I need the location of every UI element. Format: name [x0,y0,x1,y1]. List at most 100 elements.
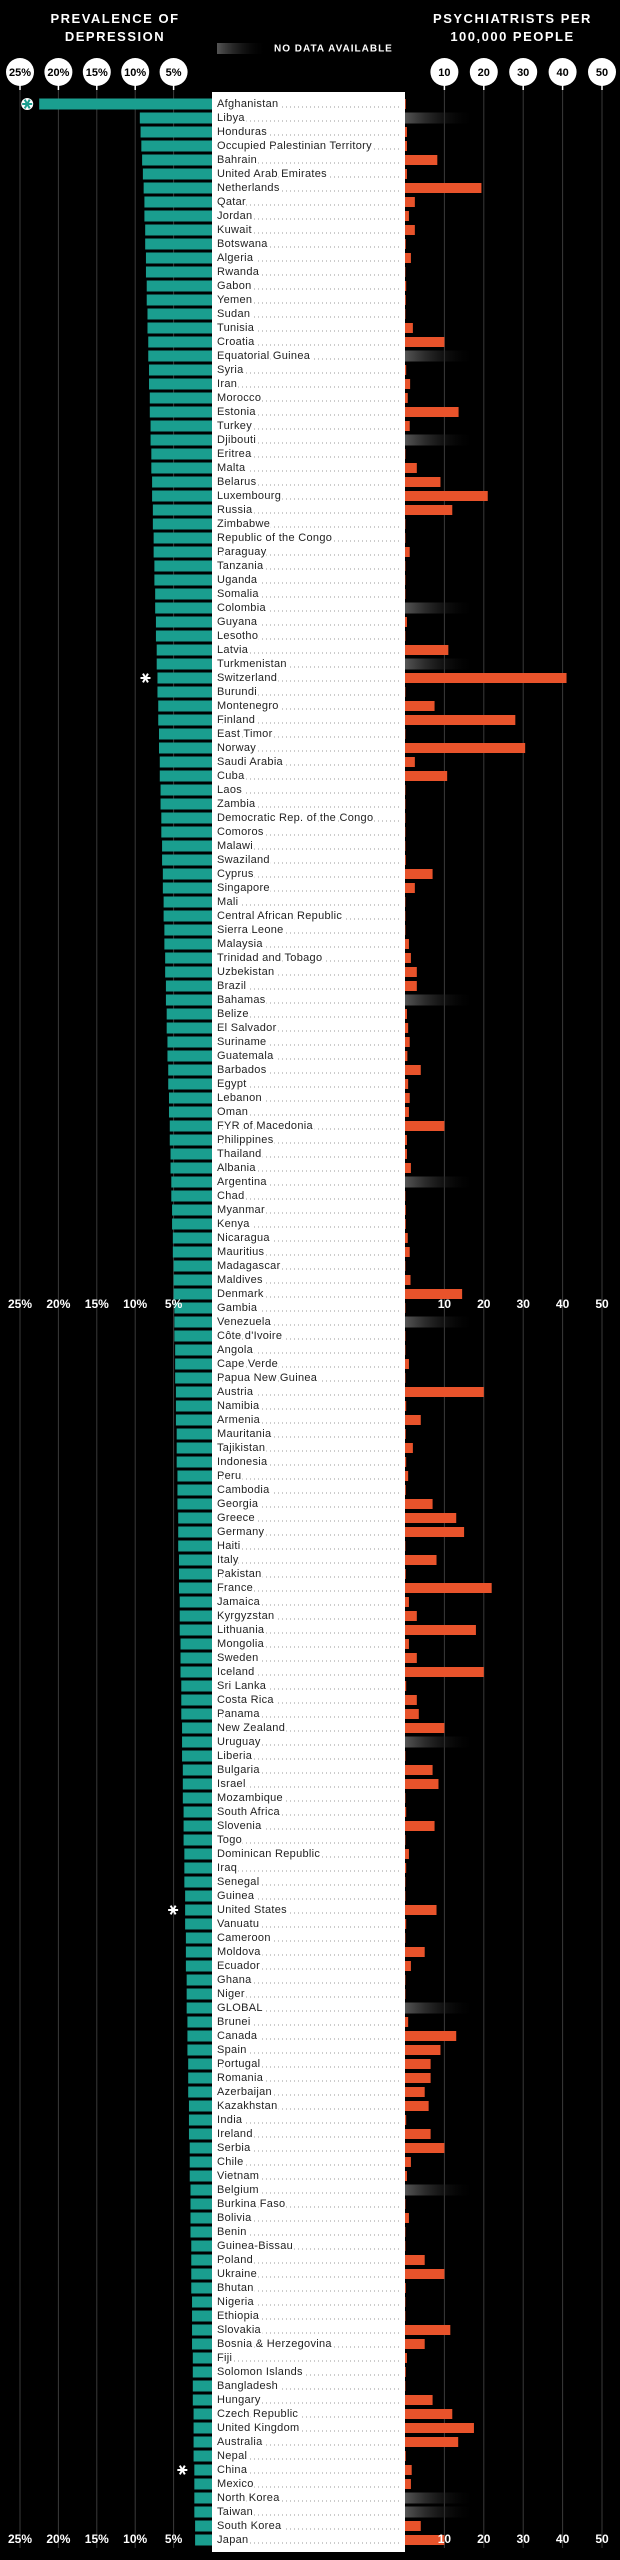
no-data-bar [405,602,475,614]
depression-bar [180,1652,212,1664]
depression-bar [184,1848,212,1860]
depression-bar [140,126,212,138]
tick-circle [588,58,616,86]
depression-bar [146,294,212,306]
country-label: Guyana [217,616,258,628]
depression-bar [164,924,212,936]
country-label: Saudi Arabia [217,756,284,768]
country-label: India [217,2114,243,2126]
psychiatrist-bar [405,1443,413,1453]
depression-bar [145,238,212,250]
depression-bar [181,1708,212,1720]
psychiatrist-bar [405,1513,457,1523]
x-tick-label: 5% [166,67,182,79]
depression-bar [194,2506,212,2518]
x2-tick-label: 20 [477,2532,491,2546]
depression-bar [182,1764,212,1776]
country-label: Belarus [217,476,257,488]
depression-bar [178,1540,212,1552]
country-label: Kuwait [217,224,252,236]
depression-bar [186,1988,212,2000]
depression-bar [176,1442,212,1454]
psychiatrist-bar [405,407,459,417]
depression-bar [162,840,212,852]
tick-circle [469,58,498,86]
country-label: Myanmar [217,1204,265,1216]
country-label: Papua New Guinea [217,1372,318,1384]
psychiatrist-bar [405,1695,417,1705]
psychiatrist-bar [405,1555,437,1565]
depression-bar [160,798,212,810]
country-label: Central African Republic [217,910,342,922]
country-label: Iceland [217,1666,255,1678]
depression-bar [165,966,212,978]
depression-bar [182,1736,212,1748]
country-label: Fiji [217,2352,232,2364]
country-label: Poland [217,2254,253,2266]
country-label: Ethiopia [217,2310,260,2322]
psychiatrist-bar [405,155,438,165]
depression-bar [166,1008,212,1020]
country-label: Republic of the Congo [217,532,332,544]
depression-bar [161,826,212,838]
psychiatrist-bar [405,1233,408,1243]
psychiatrist-bar [405,1527,465,1537]
psychiatrist-bar [405,197,415,207]
psychiatrist-bar [405,463,417,473]
country-label: Guinea-Bissau [217,2240,293,2252]
depression-bar [172,1218,212,1230]
depression-bar [182,1750,212,1762]
psychiatrist-bar [405,421,410,431]
country-label: Moldova [217,1946,261,1958]
country-label: Belgium [217,2184,259,2196]
depression-bar [192,2296,212,2308]
country-label: Malaysia [217,938,263,950]
country-label: Guinea [217,1890,255,1902]
depression-bar [172,1232,212,1244]
depression-bar [183,1820,212,1832]
country-label: Russia [217,504,253,516]
psychiatrist-bar [405,1863,407,1873]
country-label: United Kingdom [217,2422,299,2434]
depression-bar [182,1778,212,1790]
depression-bar [149,364,212,376]
depression-bar [194,2492,212,2504]
depression-bar [186,2002,212,2014]
no-data-bar [405,2184,475,2196]
country-label: Côte d'Ivoire [217,1330,282,1342]
depression-bar [171,1190,212,1202]
psychiatrist-bar [405,1065,421,1075]
country-label: Guatemala [217,1050,274,1062]
country-label: Albania [217,1162,256,1174]
depression-bar [191,2254,212,2266]
country-label: North Korea [217,2492,280,2504]
country-label: Brazil [217,980,246,992]
country-label: Tajikistan [217,1442,265,1454]
depression-bar [144,210,212,222]
country-label: Cameroon [217,1932,271,1944]
psychiatrist-bar [405,379,411,389]
country-label: Czech Republic [217,2408,298,2420]
x-tick-label: 20% [47,67,69,79]
depression-bar [157,672,212,684]
depression-bar [159,756,212,768]
country-label: Israel [217,1778,246,1790]
country-label: China [217,2464,248,2476]
x2-tick-label: 10 [438,1297,452,1311]
country-label: Lebanon [217,1092,262,1104]
psychiatrist-bar [405,1947,425,1957]
country-label: Comoros [217,826,264,838]
x2-tick-label: 40 [556,2532,570,2546]
country-label: Belize [217,1008,249,1020]
country-label: Gabon [217,280,252,292]
country-label: Uruguay [217,1736,261,1748]
depression-bar [162,854,212,866]
country-label: Sweden [217,1652,259,1664]
country-label: Philippines [217,1134,274,1146]
depression-bar [173,1288,212,1300]
depression-bar [151,462,212,474]
country-label: Djibouti [217,434,256,446]
country-label: Libya [217,112,245,124]
depression-bar [144,196,212,208]
psychiatrist-bar [405,1429,406,1439]
